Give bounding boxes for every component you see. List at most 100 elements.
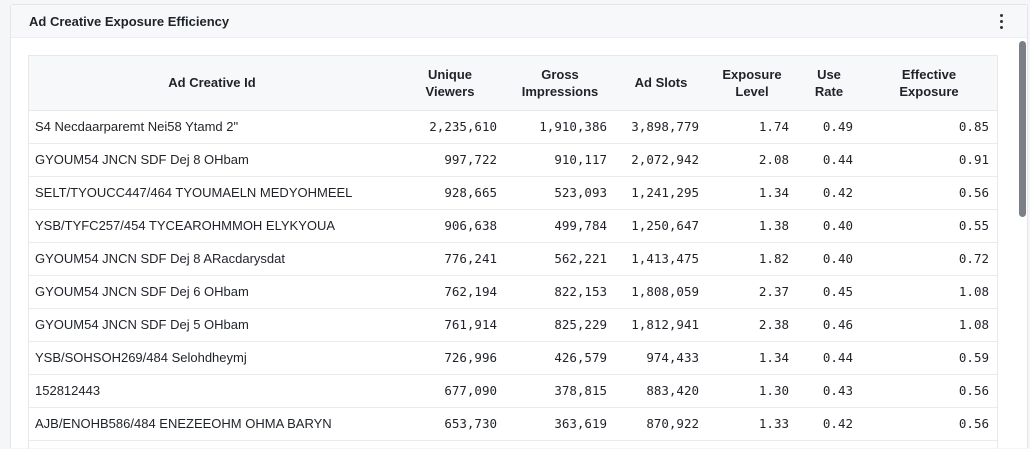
column-header-0[interactable]: Ad Creative Id <box>29 56 395 111</box>
column-header-line1: Ad Creative Id <box>168 75 256 91</box>
cell-value: 0.46 <box>797 308 861 342</box>
cell-value: 2.38 <box>707 308 797 342</box>
more-vertical-icon[interactable] <box>995 12 1007 30</box>
column-header-line1: Exposure <box>722 66 782 82</box>
column-header-line1: Effective <box>901 66 957 82</box>
vertical-scrollbar[interactable] <box>1018 39 1026 449</box>
cell-value: 1,250,647 <box>615 209 707 243</box>
cell-value: 653,730 <box>395 407 505 441</box>
column-header-1[interactable]: Unique Viewers <box>395 56 505 111</box>
cell-value: 974,433 <box>615 341 707 375</box>
cell-creative-id: YSB/TYFC257/454 TYCEAROHMMOH ELYKYOUA <box>29 209 395 243</box>
cell-value: 0.85 <box>861 110 997 144</box>
cell-value: 1,812,941 <box>615 308 707 342</box>
cell-value: 883,420 <box>615 374 707 408</box>
cell-value: 0.45 <box>797 275 861 309</box>
cell-value: 0.72 <box>861 242 997 276</box>
cell-value: 761,914 <box>395 308 505 342</box>
scrollbar-thumb[interactable] <box>1019 41 1026 217</box>
cell-value: 1.82 <box>707 242 797 276</box>
cell-creative-id: S4 Necdaarparemt Nei58 Ytamd 2" <box>29 110 395 144</box>
cell-value: 0.43 <box>797 374 861 408</box>
cell-value: 499,784 <box>505 209 615 243</box>
cell-value: 677,090 <box>395 374 505 408</box>
cell-value: 928,665 <box>395 176 505 210</box>
cell-value: 0.56 <box>861 176 997 210</box>
table-row[interactable]: YSB/SOHSOH269/484 Selohdheymj 726,996 426,… <box>29 341 997 375</box>
column-header-5[interactable]: Use Rate <box>797 56 861 111</box>
table-row[interactable]: GYOUM54 JNCN SDF Dej 8 ARacdarysdat 776,2… <box>29 242 997 276</box>
cell-value: 1.08 <box>861 275 997 309</box>
cell-value: 1.74 <box>707 110 797 144</box>
column-header-line1: Use <box>817 66 841 82</box>
table-row[interactable]: GYOUM54 JNCN SDF Dej 6 OHbam 762,194 822,1… <box>29 275 997 309</box>
cell-value: 1,910,386 <box>505 110 615 144</box>
cell-value: 1.38 <box>707 209 797 243</box>
cell-value: 776,241 <box>395 242 505 276</box>
table-row[interactable]: GYOUM54 JNCN SDF Dej 5 OHbam 761,914 825,2… <box>29 308 997 342</box>
column-header-2[interactable]: Gross Impressions <box>505 56 615 111</box>
cell-creative-id: AJB/ENOHB586/484 ENEZEEOHM OHMA BARYN <box>29 407 395 441</box>
table-row[interactable]: YSB/TYFC257/454 TYCEAROHMMOH ELYKYOUA 906… <box>29 209 997 243</box>
column-header-line1: Gross <box>541 66 579 82</box>
cell-value: 0.42 <box>797 176 861 210</box>
data-table: Ad Creative Id Unique Viewers Gross Impressi… <box>28 55 998 449</box>
cell-value: 0.56 <box>861 407 997 441</box>
column-header-4[interactable]: Exposure Level <box>707 56 797 111</box>
column-header-6[interactable]: Effective Exposure <box>861 56 997 111</box>
cell-value: 0.91 <box>861 143 997 177</box>
column-header-line2: Viewers <box>425 83 475 99</box>
table-row[interactable]: SELT/TYOUCC447/464 TYOUMAELN MEDYOHMEEL 9… <box>29 176 997 210</box>
cell-value: 0.44 <box>797 143 861 177</box>
cell-value: 378,815 <box>505 374 615 408</box>
cell-value: 2,235,610 <box>395 110 505 144</box>
cell-creative-id: GYOUM54 JNCN SDF Dej 8 OHbam <box>29 143 395 177</box>
cell-value: 870,922 <box>615 407 707 441</box>
cell-value: 726,996 <box>395 341 505 375</box>
column-header-line2: Level <box>735 83 769 99</box>
table-header-row: Ad Creative Id Unique Viewers Gross Impressi… <box>29 56 997 111</box>
table-row[interactable]: S4 Necdaarparemt Nei58 Ytamd 2" 2,235,610… <box>29 110 997 144</box>
cell-creative-id: GYOUM54 JNCN SDF Dej 5 OHbam <box>29 308 395 342</box>
column-header-3[interactable]: Ad Slots <box>615 56 707 111</box>
cell-value: 0.40 <box>797 209 861 243</box>
cell-value: 1.34 <box>707 176 797 210</box>
cell-value: 762,194 <box>395 275 505 309</box>
cell-creative-id: SELT/TYOUCC447/464 TYOUMAELN MEDYOHMEEL <box>29 176 395 210</box>
table-row[interactable]: GYOUM54 JNCN SDF Dej 8 OHbam 997,722 910,1… <box>29 143 997 177</box>
panel-title: Ad Creative Exposure Efficiency <box>29 14 230 29</box>
cell-creative-id: GYOUM54 JNCN SDF Dej 8 ARacdarysdat <box>29 242 395 276</box>
panel-card: Ad Creative Exposure Efficiency Ad Creat… <box>10 4 1028 449</box>
table-body: S4 Necdaarparemt Nei58 Ytamd 2" 2,235,610… <box>29 110 997 441</box>
cell-value: 1.08 <box>861 308 997 342</box>
cell-value: 2.08 <box>707 143 797 177</box>
column-header-line2: Impressions <box>521 83 599 99</box>
panel-header: Ad Creative Exposure Efficiency <box>11 5 1027 38</box>
cell-value: 0.59 <box>861 341 997 375</box>
cell-value: 0.42 <box>797 407 861 441</box>
cell-value: 1.34 <box>707 341 797 375</box>
cell-value: 1,808,059 <box>615 275 707 309</box>
cell-creative-id: YSB/SOHSOH269/484 Selohdheymj <box>29 341 395 375</box>
cell-value: 562,221 <box>505 242 615 276</box>
cell-value: 363,619 <box>505 407 615 441</box>
cell-value: 1,413,475 <box>615 242 707 276</box>
cell-value: 825,229 <box>505 308 615 342</box>
cell-value: 997,722 <box>395 143 505 177</box>
cell-value: 906,638 <box>395 209 505 243</box>
cell-value: 426,579 <box>505 341 615 375</box>
table-row[interactable]: 152812443 677,090 378,815 883,420 1.30 0.43 0.… <box>29 374 997 408</box>
cell-value: 2.37 <box>707 275 797 309</box>
cell-value: 0.49 <box>797 110 861 144</box>
cell-value: 0.56 <box>861 374 997 408</box>
cell-value: 0.55 <box>861 209 997 243</box>
cell-value: 0.44 <box>797 341 861 375</box>
column-header-line1: Ad Slots <box>634 75 688 91</box>
cell-value: 0.40 <box>797 242 861 276</box>
cell-value: 910,117 <box>505 143 615 177</box>
cell-value: 523,093 <box>505 176 615 210</box>
cell-creative-id: 152812443 <box>29 374 395 408</box>
table-row[interactable]: AJB/ENOHB586/484 ENEZEEOHM OHMA BARYN 653… <box>29 407 997 441</box>
cell-value: 822,153 <box>505 275 615 309</box>
cell-creative-id: GYOUM54 JNCN SDF Dej 6 OHbam <box>29 275 395 309</box>
